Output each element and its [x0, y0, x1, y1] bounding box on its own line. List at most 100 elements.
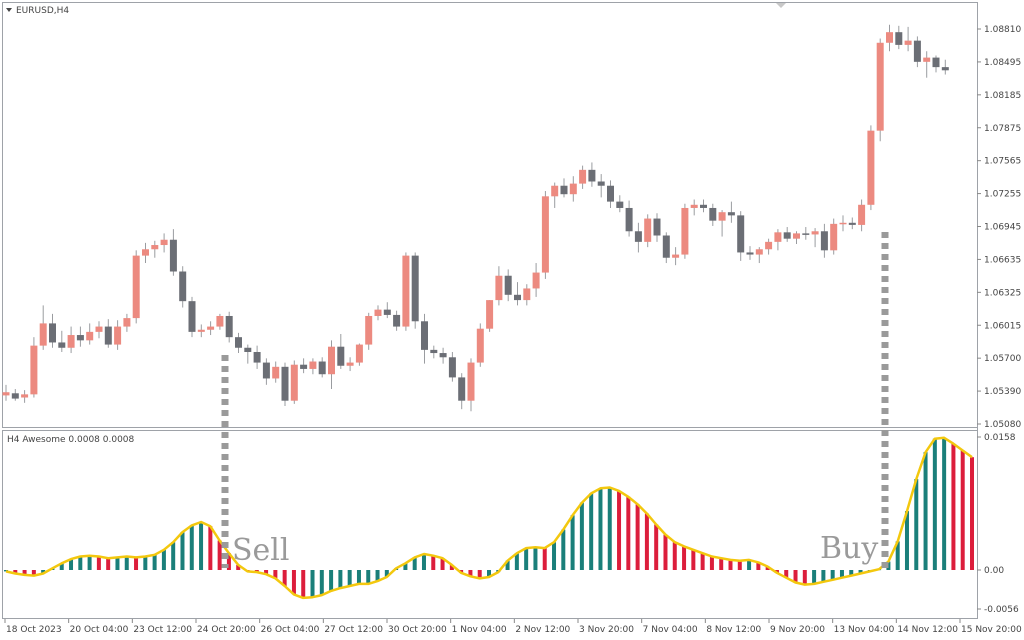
- candle-body: [802, 233, 810, 235]
- candle: [569, 176, 577, 202]
- ao-bar: [264, 570, 269, 575]
- ao-bar: [487, 570, 491, 577]
- candle-body: [486, 300, 494, 329]
- candle: [262, 358, 270, 385]
- collapse-arrow-icon[interactable]: [6, 8, 12, 12]
- time-tick-label: 13 Nov 04:00: [834, 625, 895, 635]
- oscillator-panel-frame: [2, 430, 978, 619]
- candle: [216, 313, 224, 330]
- time-tick-label: 27 Oct 12:00: [324, 625, 383, 635]
- candle: [560, 178, 568, 198]
- ao-bar: [477, 570, 482, 579]
- candle-body: [49, 323, 56, 343]
- ao-bar: [329, 570, 334, 591]
- candle-body: [625, 207, 633, 232]
- candle-body: [11, 393, 19, 399]
- ao-bar: [338, 570, 343, 589]
- ao-bar: [747, 559, 752, 570]
- ao-bar: [319, 570, 324, 596]
- candle: [541, 191, 549, 279]
- ao-bar: [607, 487, 612, 570]
- candle-body: [39, 323, 47, 346]
- candle: [448, 351, 456, 382]
- candle: [709, 203, 717, 226]
- candle: [114, 320, 122, 350]
- ao-bar: [310, 570, 315, 598]
- candle-body: [755, 249, 763, 255]
- candle-body: [672, 254, 680, 258]
- time-axis: 18 Oct 2023 20 Oct 04:00 23 Oct 12:00 24 Oc…: [4, 619, 1022, 635]
- candle: [355, 343, 363, 366]
- time-tick-label: 18 Oct 2023: [6, 625, 62, 635]
- ao-bar: [505, 560, 510, 570]
- ao-bar: [421, 554, 426, 570]
- indicator-title: H4 Awesome 0.0008 0.0008: [7, 435, 135, 445]
- candle: [244, 344, 252, 364]
- candle-body: [504, 275, 512, 295]
- candle-body: [523, 288, 531, 301]
- ao-bar: [960, 450, 965, 570]
- time-tick-label: 1 Nov 04:00: [452, 625, 507, 635]
- ao-bar: [895, 541, 900, 570]
- ao-bar: [171, 542, 176, 570]
- shift-marker-icon[interactable]: [776, 3, 786, 8]
- candle: [727, 201, 735, 223]
- candle-body: [830, 223, 838, 251]
- candle-body: [681, 207, 689, 255]
- candle-body: [337, 346, 345, 366]
- ao-bar: [970, 457, 974, 570]
- candle: [811, 228, 819, 248]
- candle: [681, 203, 689, 259]
- candle-body: [569, 183, 577, 195]
- candle-body: [467, 362, 475, 401]
- candle: [876, 38, 884, 142]
- candle-body: [765, 241, 773, 250]
- candle-body: [839, 222, 847, 225]
- candle-body: [169, 239, 177, 272]
- candle: [607, 180, 614, 208]
- candle-body: [858, 204, 866, 225]
- candle: [346, 357, 354, 372]
- ao-bar: [672, 542, 677, 570]
- candle: [421, 313, 428, 364]
- candle: [197, 324, 205, 338]
- candle: [383, 302, 391, 319]
- candle-body: [411, 255, 419, 322]
- candle: [746, 246, 754, 260]
- candle-body: [188, 301, 196, 332]
- candle-body: [783, 232, 791, 239]
- candle: [95, 321, 103, 339]
- candle: [253, 345, 261, 369]
- candle: [867, 125, 875, 211]
- price-tick-label: 1.05390: [984, 387, 1021, 397]
- candle-body: [634, 231, 642, 242]
- ao-bar: [663, 534, 668, 570]
- price-tick-label: 1.07255: [984, 190, 1021, 200]
- oscillator-axis: 0.0158 0.00 -0.0056: [977, 433, 1019, 615]
- candle: [2, 384, 10, 401]
- ao-bar: [106, 558, 111, 570]
- candle-body: [328, 346, 335, 375]
- ao-bar: [152, 554, 157, 570]
- candle: [30, 337, 38, 398]
- ao-bar: [644, 513, 649, 570]
- ao-bar: [598, 488, 603, 570]
- candle: [123, 313, 131, 332]
- candle: [848, 217, 856, 230]
- ao-bar: [830, 570, 835, 580]
- candle: [820, 223, 828, 258]
- candle: [495, 266, 503, 306]
- candle: [662, 232, 670, 264]
- ao-bar: [570, 515, 575, 570]
- ao-bar: [542, 548, 547, 570]
- candle: [104, 319, 112, 348]
- candle: [458, 373, 466, 410]
- candle: [281, 362, 289, 406]
- candle: [235, 332, 242, 354]
- candle-body: [923, 57, 931, 62]
- candle: [532, 263, 540, 297]
- candle: [328, 340, 335, 390]
- candle: [923, 51, 931, 78]
- candle-body: [458, 377, 466, 401]
